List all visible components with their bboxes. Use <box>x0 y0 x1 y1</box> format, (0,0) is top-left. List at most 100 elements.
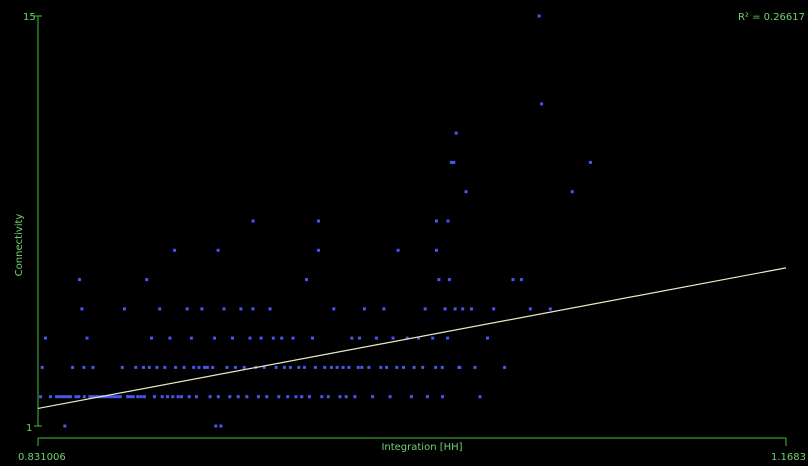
data-point <box>262 365 266 369</box>
data-point <box>519 278 523 282</box>
data-point <box>291 336 295 340</box>
data-point <box>360 365 364 369</box>
data-point <box>245 395 249 399</box>
data-point <box>118 395 122 399</box>
y-axis-min-label: 1 <box>26 423 32 434</box>
data-point <box>219 424 223 428</box>
data-point <box>274 365 278 369</box>
data-point <box>353 395 357 399</box>
data-point <box>437 278 441 282</box>
data-point <box>452 160 456 164</box>
data-point <box>155 365 159 369</box>
data-point <box>367 365 371 369</box>
data-point <box>440 365 444 369</box>
data-point <box>213 336 216 340</box>
data-point <box>388 395 392 399</box>
data-point <box>68 395 72 399</box>
data-point <box>55 395 59 399</box>
data-point <box>358 336 361 340</box>
data-point <box>48 395 52 399</box>
data-point <box>77 395 81 399</box>
data-point <box>60 395 64 399</box>
data-point <box>145 278 149 282</box>
data-point <box>228 395 232 399</box>
data-point <box>412 365 416 369</box>
data-point <box>280 336 284 340</box>
data-point <box>136 395 140 399</box>
data-point <box>588 160 592 164</box>
data-point <box>203 365 206 369</box>
data-point <box>478 395 482 399</box>
data-point <box>91 365 95 369</box>
data-point <box>110 395 114 399</box>
data-point <box>63 395 67 399</box>
data-point <box>453 307 457 311</box>
data-point <box>303 365 306 369</box>
data-point <box>458 365 462 369</box>
data-point <box>332 307 336 311</box>
data-point <box>187 395 191 399</box>
data-point <box>44 336 47 340</box>
data-point <box>134 365 138 369</box>
data-point <box>402 365 405 369</box>
data-point <box>40 365 44 369</box>
data-point <box>382 307 386 311</box>
data-point <box>434 365 438 369</box>
data-point <box>570 190 574 194</box>
data-point <box>277 395 281 399</box>
data-point <box>454 131 458 135</box>
data-point <box>294 395 298 399</box>
data-point <box>142 365 145 369</box>
y-axis-max-label: 15 <box>23 12 36 23</box>
data-point <box>158 307 162 311</box>
data-point <box>126 395 130 399</box>
data-point <box>129 395 132 399</box>
data-point <box>350 336 354 340</box>
data-point <box>391 336 395 340</box>
data-point <box>379 365 383 369</box>
data-point <box>147 365 151 369</box>
data-point <box>307 395 311 399</box>
data-point <box>85 336 89 340</box>
data-point <box>435 248 438 252</box>
data-point <box>142 395 146 399</box>
data-point <box>236 395 240 399</box>
data-point <box>548 307 552 311</box>
data-point <box>91 395 94 399</box>
data-point <box>449 160 453 164</box>
data-point <box>473 365 477 369</box>
data-point <box>540 102 544 106</box>
data-point <box>216 395 220 399</box>
data-point <box>116 395 120 399</box>
data-point <box>511 278 515 282</box>
data-point <box>259 336 263 340</box>
data-point <box>113 395 117 399</box>
data-point <box>374 336 378 340</box>
data-point <box>173 248 177 252</box>
data-point <box>57 395 61 399</box>
data-point <box>107 395 111 399</box>
data-point <box>74 395 78 399</box>
data-point <box>446 219 450 223</box>
data-point <box>152 395 156 399</box>
data-point <box>300 395 304 399</box>
data-point <box>208 395 212 399</box>
data-point <box>317 219 320 223</box>
data-point <box>88 395 92 399</box>
data-point <box>362 307 366 311</box>
data-point <box>123 307 126 311</box>
data-point <box>82 365 86 369</box>
data-point <box>39 395 43 399</box>
data-point <box>417 336 420 340</box>
data-point <box>189 336 193 340</box>
data-point <box>461 307 465 311</box>
data-point <box>251 219 255 223</box>
x-axis-title: Integration [HH] <box>381 442 462 453</box>
data-point <box>63 424 67 428</box>
data-point <box>160 395 164 399</box>
data-point <box>251 307 255 311</box>
data-point <box>120 365 124 369</box>
